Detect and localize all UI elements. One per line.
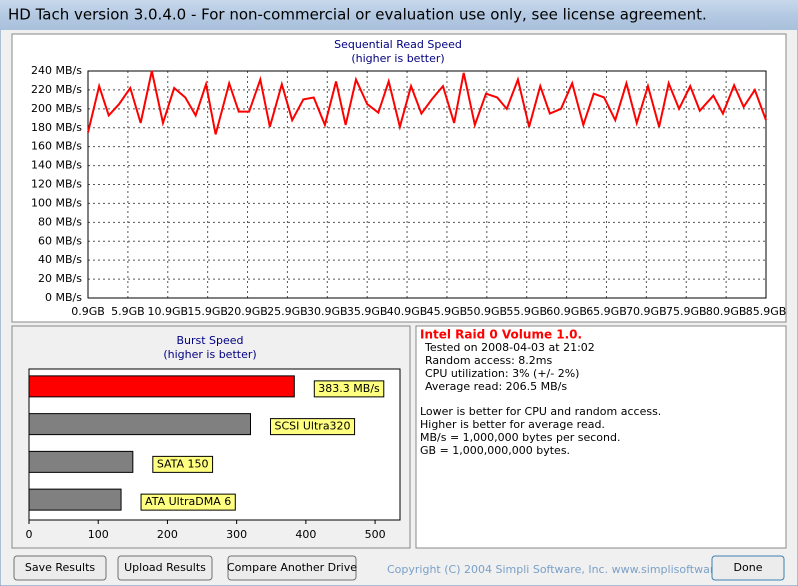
y-tick-label: 100 MB/s: [31, 196, 82, 209]
y-tick-label: 120 MB/s: [31, 178, 82, 191]
chart-subtitle: (higher is better): [351, 52, 444, 65]
x-tick-label: 30.9GB: [307, 305, 348, 318]
x-tick-label: 300: [226, 528, 247, 541]
label-box: [269, 418, 356, 436]
chart-title: Sequential Read Speed: [334, 38, 462, 51]
bar-label: 383.3 MB/s: [318, 382, 380, 395]
bar: [28, 413, 251, 436]
button-label[interactable]: Save Results: [25, 561, 95, 574]
x-tick-label: 75.9GB: [666, 305, 707, 318]
x-tick-label: 25.9GB: [267, 305, 308, 318]
x-tick-label: 20.9GB: [227, 305, 268, 318]
button-label[interactable]: Compare Another Drive: [227, 561, 357, 574]
x-tick-label: 80.9GB: [706, 305, 747, 318]
button[interactable]: [117, 555, 213, 581]
drive-name: Intel Raid 0 Volume 1.0.: [420, 328, 582, 342]
x-tick-label: 0: [26, 528, 33, 541]
y-tick-label: 160 MB/s: [31, 140, 82, 153]
y-tick-label: 220 MB/s: [31, 83, 82, 96]
info-detail: CPU utilization: 3% (+/- 2%): [425, 367, 579, 380]
info-note: MB/s = 1,000,000 bytes per second.: [420, 431, 620, 444]
bar-label: SATA 150: [157, 457, 209, 470]
chart-title: Burst Speed: [176, 334, 243, 347]
info-detail: Average read: 206.5 MB/s: [425, 380, 567, 393]
y-tick-label: 240 MB/s: [31, 64, 82, 77]
button[interactable]: [227, 555, 357, 581]
window-title: HD Tach version 3.0.4.0 - For non-commer…: [8, 6, 707, 24]
label-box: [152, 455, 214, 473]
label-box: [313, 380, 385, 398]
read-line: [87, 70, 767, 135]
y-tick-label: 0 MB/s: [45, 291, 82, 304]
bar-label: SCSI Ultra320: [274, 420, 350, 433]
y-tick-label: 40 MB/s: [38, 253, 82, 266]
info-panel: [415, 325, 787, 549]
y-tick-label: 140 MB/s: [31, 159, 82, 172]
button[interactable]: [711, 555, 785, 581]
x-tick-label: 400: [295, 528, 316, 541]
x-tick-label: 10.9GB: [147, 305, 188, 318]
y-tick-label: 20 MB/s: [38, 272, 82, 285]
bar: [28, 450, 134, 473]
x-tick-label: 85.9GB: [746, 305, 787, 318]
bar-label: ATA UltraDMA 6: [145, 495, 231, 508]
x-tick-label: 55.9GB: [506, 305, 547, 318]
info-note: GB = 1,000,000,000 bytes.: [420, 444, 570, 457]
plot-frame: [87, 70, 767, 299]
x-tick-label: 65.9GB: [586, 305, 627, 318]
x-tick-label: 200: [157, 528, 178, 541]
x-tick-label: 5.9GB: [111, 305, 145, 318]
button-label[interactable]: Done: [734, 561, 763, 574]
x-tick-label: 15.9GB: [187, 305, 228, 318]
info-detail: Tested on 2008-04-03 at 21:02: [424, 341, 595, 354]
x-tick-label: 50.9GB: [467, 305, 508, 318]
x-tick-label: 40.9GB: [387, 305, 428, 318]
label-box: [140, 493, 236, 511]
x-tick-label: 500: [365, 528, 386, 541]
chart-subtitle: (higher is better): [163, 348, 256, 361]
x-tick-label: 70.9GB: [626, 305, 667, 318]
info-note: Higher is better for average read.: [420, 418, 605, 431]
copyright: Copyright (C) 2004 Simpli Software, Inc.…: [387, 563, 748, 576]
x-tick-label: 35.9GB: [347, 305, 388, 318]
title-bar: [0, 0, 798, 30]
button-label[interactable]: Upload Results: [124, 561, 206, 574]
y-tick-label: 200 MB/s: [31, 102, 82, 115]
x-tick-label: 0.9GB: [71, 305, 105, 318]
y-tick-label: 80 MB/s: [38, 215, 82, 228]
y-tick-label: 60 MB/s: [38, 234, 82, 247]
x-tick-label: 45.9GB: [427, 305, 468, 318]
info-note: Lower is better for CPU and random acces…: [420, 405, 661, 418]
read-panel: [11, 33, 787, 323]
x-tick-label: 60.9GB: [546, 305, 587, 318]
bar: [28, 375, 295, 398]
button[interactable]: [13, 555, 107, 581]
bar: [28, 488, 122, 511]
y-tick-label: 180 MB/s: [31, 121, 82, 134]
x-tick-label: 100: [88, 528, 109, 541]
info-detail: Random access: 8.2ms: [425, 354, 553, 367]
